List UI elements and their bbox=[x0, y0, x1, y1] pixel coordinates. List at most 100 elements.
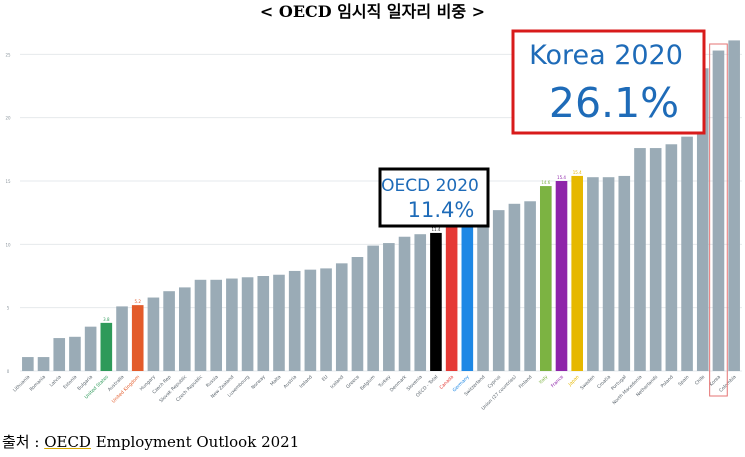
oecd-callout-box bbox=[378, 167, 490, 228]
bar-malta bbox=[273, 274, 285, 371]
bar-spain bbox=[681, 136, 693, 371]
bar-iceland bbox=[335, 263, 348, 371]
bar-chile bbox=[696, 68, 709, 371]
bar-colombia bbox=[728, 40, 740, 372]
x-tick-label: Belgium bbox=[359, 374, 377, 392]
x-tick-label: EU bbox=[321, 374, 330, 383]
x-tick-label: Sweden bbox=[579, 374, 596, 391]
y-tick-label: 25 bbox=[5, 52, 11, 57]
source-note: 출처 : OECD Employment Outlook 2021 bbox=[2, 431, 299, 452]
bar-north-macedonia bbox=[634, 148, 646, 371]
bar-germany bbox=[461, 225, 474, 371]
bar-bulgaria bbox=[84, 326, 97, 371]
bar-ireland bbox=[304, 269, 317, 371]
bar-united-states bbox=[100, 322, 113, 371]
x-tick-label: Japan bbox=[567, 374, 581, 388]
korea-highlight-frame bbox=[709, 43, 728, 397]
x-tick-label: Estonia bbox=[62, 374, 78, 390]
x-tick-label: Latvia bbox=[49, 374, 63, 388]
x-tick-label: Austria bbox=[282, 374, 298, 390]
x-tick-label: Korea bbox=[708, 374, 722, 388]
x-tick-label: Poland bbox=[660, 374, 675, 389]
bar-croatia bbox=[602, 177, 615, 371]
oecd-callout-title: OECD 2020 bbox=[381, 176, 479, 196]
bar-denmark bbox=[398, 236, 411, 371]
data-label: 15.4 bbox=[573, 170, 582, 175]
bar-finland bbox=[524, 201, 536, 371]
bar-greece bbox=[351, 257, 364, 371]
bar-romania bbox=[37, 357, 50, 371]
data-label: 15.4 bbox=[557, 175, 566, 180]
x-tick-label: Denmark bbox=[389, 374, 408, 393]
x-tick-label: Czech Republic bbox=[175, 374, 204, 403]
bar-sweden bbox=[587, 177, 599, 371]
x-tick-label: Chile bbox=[694, 374, 706, 386]
bar-estonia bbox=[69, 336, 81, 371]
bar-eu bbox=[320, 268, 332, 371]
bar-norway bbox=[257, 276, 270, 371]
x-tick-label: Greece bbox=[345, 374, 361, 390]
x-tick-label: Slovak Republic bbox=[158, 374, 188, 404]
bar-new-zealand bbox=[226, 278, 238, 371]
bar-australia bbox=[116, 306, 128, 371]
bar-canada bbox=[445, 226, 458, 371]
bar-russia bbox=[210, 279, 223, 371]
bar-belgium bbox=[367, 245, 379, 371]
x-tick-label: Norway bbox=[250, 374, 267, 391]
bar-poland bbox=[665, 144, 678, 371]
source-prefix: 출처 : bbox=[2, 433, 45, 451]
y-tick-label: 0 bbox=[7, 369, 10, 374]
bar-turkey bbox=[383, 243, 395, 371]
x-tick-label: United Kingdom bbox=[111, 374, 142, 405]
bar-slovak-republic bbox=[178, 287, 191, 371]
source-org: OECD bbox=[44, 433, 91, 451]
korea-callout-value: 26.1% bbox=[549, 79, 679, 127]
bar-netherlands bbox=[649, 148, 662, 371]
x-tick-label: Turkey bbox=[377, 374, 393, 390]
bar-austria bbox=[288, 270, 301, 371]
bar-lithuania bbox=[22, 357, 34, 371]
x-tick-label: Cyprus bbox=[487, 374, 503, 390]
bar-latvia bbox=[53, 338, 66, 371]
x-tick-label: Malta bbox=[269, 374, 282, 387]
y-tick-label: 5 bbox=[7, 306, 10, 311]
chart-title: < OECD 임시직 일자리 비중 > bbox=[259, 2, 486, 21]
bar-luxembourg bbox=[241, 277, 254, 371]
bar-czech-republic bbox=[194, 279, 207, 371]
bar-oecd-total bbox=[430, 232, 442, 371]
bar-france bbox=[555, 181, 568, 371]
x-tick-label: Lithuania bbox=[12, 374, 31, 393]
source-rest: Employment Outlook 2021 bbox=[90, 433, 300, 451]
x-tick-label: France bbox=[550, 374, 565, 389]
bar-cyprus bbox=[492, 210, 505, 371]
y-tick-label: 10 bbox=[5, 242, 11, 247]
x-tick-label: Italy bbox=[538, 374, 549, 385]
data-label: 11.4 bbox=[431, 227, 440, 232]
oecd-callout-value: 11.4% bbox=[408, 198, 475, 222]
y-tick-label: 15 bbox=[5, 179, 11, 184]
bar-switzerland bbox=[477, 219, 489, 371]
data-label: 14.6 bbox=[541, 180, 550, 185]
x-tick-label: Spain bbox=[677, 374, 690, 387]
y-tick-label: 20 bbox=[5, 116, 11, 121]
bar-united-kingdom bbox=[131, 305, 144, 371]
bar-slovenia bbox=[414, 234, 427, 371]
bar-union-27-countries bbox=[508, 203, 521, 371]
bar-portugal bbox=[618, 175, 631, 371]
x-tick-label: Finland bbox=[518, 374, 534, 390]
data-label: 5.2 bbox=[135, 299, 142, 304]
x-tick-label: Iceland bbox=[329, 374, 345, 390]
x-tick-label: Romania bbox=[29, 374, 48, 393]
x-tick-label: Colombia bbox=[718, 374, 738, 394]
korea-callout-box bbox=[511, 29, 706, 135]
korea-callout-title: Korea 2020 bbox=[529, 40, 683, 71]
x-tick-label: Ireland bbox=[298, 374, 314, 390]
bar-italy bbox=[539, 186, 552, 371]
x-tick-label: Russia bbox=[205, 374, 220, 389]
x-tick-label: Croatia bbox=[596, 374, 612, 390]
bar-hungary bbox=[147, 297, 160, 371]
bar-czech-rep bbox=[163, 291, 175, 371]
bar-japan bbox=[571, 175, 584, 371]
bar-korea bbox=[712, 50, 725, 372]
